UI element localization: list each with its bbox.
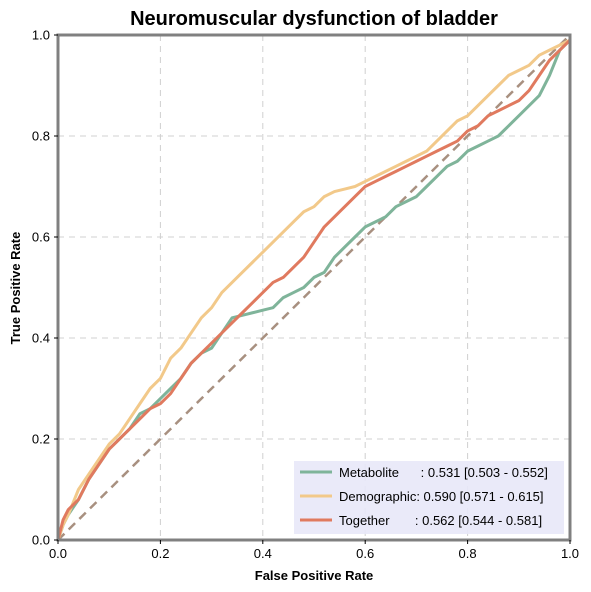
x-tick-label: 0.6 — [356, 546, 374, 561]
legend-box — [294, 461, 564, 534]
legend: Metabolite : 0.531 [0.503 - 0.552] Demogr… — [294, 461, 564, 534]
y-tick-label: 0.6 — [32, 230, 50, 245]
series-line-demographic — [56, 38, 571, 541]
x-tick-label: 0.2 — [151, 546, 169, 561]
series-line-metabolite — [56, 38, 572, 541]
y-tick-label: 1.0 — [32, 28, 50, 43]
legend-label-together: Together : 0.562 [0.544 - 0.581] — [339, 513, 542, 528]
x-axis-ticks: 0.0 0.2 0.4 0.6 0.8 1.0 — [49, 540, 579, 561]
x-axis-label: False Positive Rate — [255, 568, 374, 583]
x-tick-label: 1.0 — [561, 546, 579, 561]
y-axis-ticks: 0.0 0.2 0.4 0.6 0.8 1.0 — [32, 28, 58, 548]
plot-frame — [56, 33, 572, 542]
x-tick-label: 0.8 — [459, 546, 477, 561]
legend-label-demographic: Demographic: 0.590 [0.571 - 0.615] — [339, 489, 544, 504]
y-tick-label: 0.2 — [32, 432, 50, 447]
y-tick-label: 0.4 — [32, 331, 50, 346]
x-tick-label: 0.4 — [254, 546, 272, 561]
series-lines — [56, 38, 572, 541]
legend-label-metabolite: Metabolite : 0.531 [0.503 - 0.552] — [339, 465, 548, 480]
y-tick-label: 0.0 — [32, 533, 50, 548]
chart-title: Neuromuscular dysfunction of bladder — [130, 8, 498, 30]
series-line-together — [56, 38, 572, 541]
y-axis-label: True Positive Rate — [8, 232, 23, 345]
y-tick-label: 0.8 — [32, 129, 50, 144]
x-tick-label: 0.0 — [49, 546, 67, 561]
